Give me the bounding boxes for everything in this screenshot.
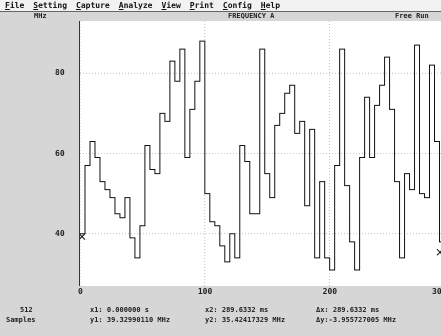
y-tick-label-60: 60 [55,148,65,158]
y-tick-label-80: 80 [55,68,65,78]
frequency-plot[interactable] [80,21,441,286]
cursor-y2: y2: 35.42417329 MHz [205,316,286,324]
menu-config[interactable]: Config [222,1,252,10]
menu-help[interactable]: Help [260,1,281,10]
y-tick-label-40: 40 [55,228,65,238]
menu-file[interactable]: File [5,1,25,10]
samples-label: Samples [6,316,36,324]
samples-count: 512 [20,306,33,314]
plot-area[interactable] [79,21,441,286]
menu-analyze[interactable]: Analyze [118,1,153,10]
run-mode-indicator[interactable]: Free Run [395,12,429,20]
status-row: MHz FREQUENCY A Free Run [0,12,441,22]
cursor-delta-x: Δx: 289.6332 ms [316,306,380,314]
menu-setting[interactable]: Setting [33,1,68,10]
menu-capture[interactable]: Capture [76,1,110,10]
x-tick-label-200: 200 [322,287,338,296]
cursor-readout: 512 Samples x1: 0.000000 s y1: 39.329901… [0,304,441,336]
cursor-x1: x1: 0.000000 s [90,306,150,314]
x-tick-label-100: 100 [197,287,213,296]
x-tick-label-0: 0 [78,287,83,296]
cursor-marker-1[interactable] [80,233,86,240]
cursor-x2: x2: 289.6332 ms [205,306,269,314]
x-tick-label-partial: 30 [432,287,441,296]
y-axis-unit: MHz [34,12,47,20]
cursor-y1: y1: 39.32990110 MHz [90,316,171,324]
menu-print[interactable]: Print [189,1,214,10]
channel-title: FREQUENCY A [228,12,275,20]
menu-view[interactable]: View [161,1,181,10]
menu-bar: File Setting Capture Analyze View Print … [0,0,441,12]
cursor-marker-2[interactable] [436,248,441,256]
series-line-0 [80,40,441,271]
cursor-delta-y: Δy:-3.955727005 MHz [316,316,397,324]
